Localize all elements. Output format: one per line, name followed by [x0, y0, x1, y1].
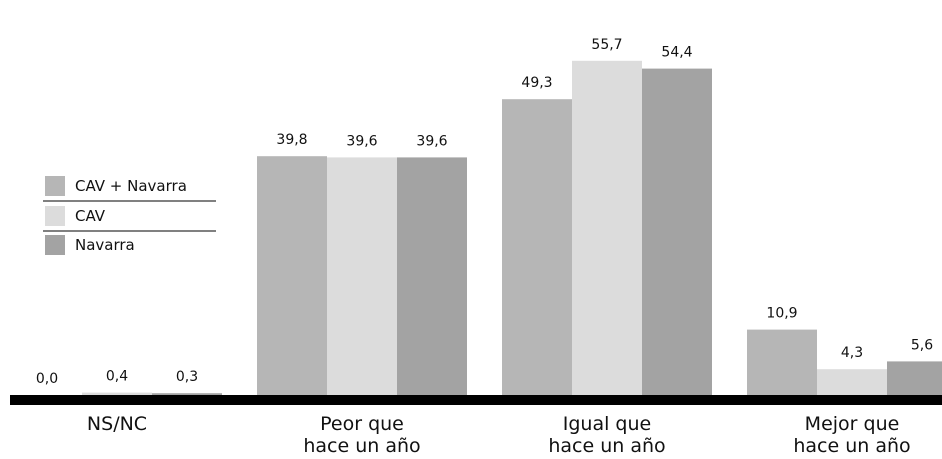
x-axis-baseline: [10, 395, 942, 405]
legend-label-2: Navarra: [75, 236, 135, 254]
bar-1-2: [572, 60, 642, 396]
legend-swatch-2: [45, 235, 65, 255]
legend-swatch-0: [45, 176, 65, 196]
category-label-3-1: hace un año: [793, 435, 910, 457]
bar-0-2: [502, 99, 572, 395]
value-label-1-3: 4,3: [841, 345, 863, 361]
category-label-0-0: NS/NC: [87, 413, 147, 435]
value-label-1-0: 0,4: [106, 369, 128, 385]
legend-label-0: CAV + Navarra: [75, 177, 187, 195]
bar-0-3: [747, 329, 817, 395]
value-label-2-2: 54,4: [661, 45, 692, 61]
value-label-0-1: 39,8: [276, 132, 307, 148]
legend: CAV + Navarra CAV Navarra: [43, 176, 216, 255]
bar-2-2: [642, 68, 712, 395]
value-label-1-1: 39,6: [346, 133, 377, 149]
value-label-1-2: 55,7: [591, 37, 622, 53]
value-label-2-1: 39,6: [416, 133, 447, 149]
legend-swatch-1: [45, 206, 65, 226]
category-label-2-0: Igual que: [563, 413, 651, 435]
bar-2-3: [887, 361, 942, 395]
value-label-0-3: 10,9: [766, 306, 797, 322]
bar-1-1: [327, 157, 397, 395]
bar-1-3: [817, 369, 887, 395]
bar-1-0: [82, 392, 152, 395]
bar-2-1: [397, 157, 467, 395]
category-label-2-1: hace un año: [548, 435, 665, 457]
value-labels-layer: 0,0 39,8 49,3 10,9 0,4 39,6 55,7 4,3 0,3 39,6 54,4…: [36, 37, 933, 387]
value-label-0-0: 0,0: [36, 371, 58, 387]
value-label-2-0: 0,3: [176, 369, 198, 385]
bar-2-0: [152, 393, 222, 395]
category-label-1-1: hace un año: [303, 435, 420, 457]
bar-0-1: [257, 156, 327, 395]
category-label-1-0: Peor que: [320, 413, 404, 435]
value-label-0-2: 49,3: [521, 75, 552, 91]
value-label-2-3: 5,6: [911, 337, 933, 353]
bars-layer: [82, 60, 942, 396]
legend-label-1: CAV: [75, 207, 106, 225]
category-label-3-0: Mejor que: [805, 413, 900, 435]
